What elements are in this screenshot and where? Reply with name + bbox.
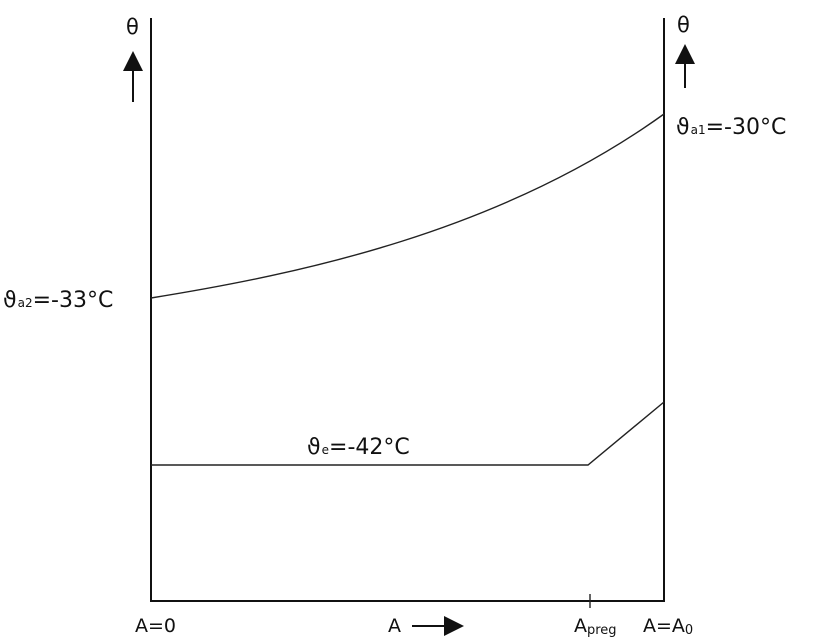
x-start-label: A=0 bbox=[135, 615, 176, 637]
x-end-label: A=A0 bbox=[643, 615, 693, 638]
upper-curve-left-label: ϑa2=-33°C bbox=[3, 288, 113, 313]
lower-temperature-curve bbox=[151, 401, 665, 466]
left-axis-label: θ bbox=[126, 15, 139, 39]
upper-curve-right-label: ϑa1=-30°C bbox=[676, 115, 786, 140]
apreg-label: Apreg bbox=[574, 615, 617, 638]
x-axis-label: A bbox=[388, 615, 401, 637]
lower-curve-label: ϑe=-42°C bbox=[307, 435, 410, 460]
right-axis-label: θ bbox=[677, 13, 690, 37]
upper-temperature-curve bbox=[150, 113, 665, 299]
